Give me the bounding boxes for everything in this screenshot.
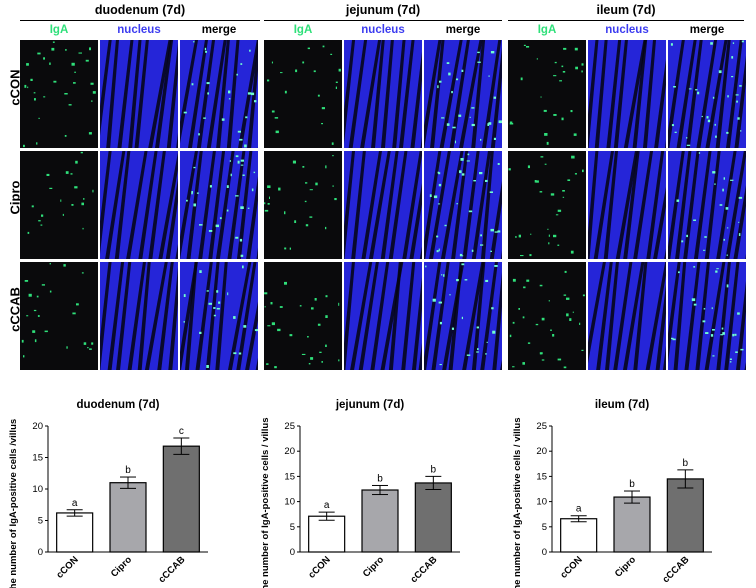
micrograph-jejunum-cccab-merge [424, 262, 502, 370]
micrograph-jejunum-ccon-merge [424, 40, 502, 148]
y-tick-label: 20 [536, 446, 547, 457]
segment-title-jejunum: jejunum (7d) [345, 3, 421, 17]
segment-rule-ileum [508, 20, 744, 21]
y-tick-label: 0 [542, 547, 547, 558]
micrograph-ileum-cccab-merge [668, 262, 746, 370]
micrograph-duodenum-cccab-merge [180, 262, 258, 370]
x-tick-label: cCCAB [409, 554, 440, 585]
y-tick-label: 5 [38, 516, 43, 527]
y-tick-label: 10 [284, 497, 295, 508]
x-tick-label: Cipro [613, 554, 638, 579]
channel-header-jejunum-merge: merge [445, 24, 481, 36]
bar-chart-ileum: ileum (7d) The number of IgA-positive cel… [512, 399, 712, 588]
significance-letter: b [377, 473, 383, 484]
channel-header-duodenum-iga: IgA [49, 24, 69, 36]
significance-letter: b [683, 458, 689, 469]
channel-header-duodenum-merge: merge [201, 24, 237, 36]
bar-cipro [361, 489, 399, 553]
micrograph-duodenum-cccab-iga [20, 262, 98, 370]
y-tick-label: 10 [536, 497, 547, 508]
micrograph-jejunum-ccon-nucleus [344, 40, 422, 148]
y-tick-label: 15 [536, 471, 547, 482]
segment-title-duodenum: duodenum (7d) [94, 3, 186, 17]
x-tick-label: cCON [558, 554, 585, 581]
significance-letter: b [629, 479, 635, 490]
significance-letter: a [576, 504, 582, 515]
bar-cipro [613, 496, 651, 553]
micrograph-ileum-cipro-merge [668, 151, 746, 259]
significance-letter: b [431, 464, 437, 475]
y-tick-label: 25 [284, 421, 295, 432]
micrograph-duodenum-cipro-iga [20, 151, 98, 259]
channel-header-jejunum-iga: IgA [293, 24, 313, 36]
micrograph-ileum-cipro-iga [508, 151, 586, 259]
micrograph-jejunum-cipro-iga [264, 151, 342, 259]
segment-rule-jejunum [264, 20, 502, 21]
micrograph-duodenum-cipro-nucleus [100, 151, 178, 259]
bar-chart-duodenum: duodenum (7d) The number of IgA-positive … [8, 399, 208, 588]
y-tick-label: 5 [290, 522, 295, 533]
x-tick-label: Cipro [109, 554, 134, 579]
micrograph-jejunum-cipro-merge [424, 151, 502, 259]
significance-letter: a [72, 498, 78, 509]
bar-chart-jejunum: jejunum (7d) The number of IgA-positive c… [260, 399, 460, 588]
y-axis-label: The number of IgA-positive cells / villu… [512, 418, 523, 588]
bar-cccab [666, 478, 704, 553]
y-tick-label: 5 [542, 522, 547, 533]
segment-title-ileum: ileum (7d) [596, 3, 656, 17]
significance-letter: c [179, 426, 184, 437]
micrograph-ileum-ccon-merge [668, 40, 746, 148]
y-tick-label: 0 [38, 547, 43, 558]
channel-header-ileum-merge: merge [689, 24, 725, 36]
micrograph-ileum-cipro-nucleus [588, 151, 666, 259]
y-tick-label: 10 [32, 484, 43, 495]
y-axis-label: The number of IgA-positive cells /villus [8, 419, 19, 588]
bar-ccon [56, 512, 94, 553]
x-tick-label: cCON [54, 554, 81, 581]
chart-title: jejunum (7d) [335, 399, 405, 411]
micrograph-ileum-ccon-iga [508, 40, 586, 148]
x-tick-label: cCCAB [661, 554, 692, 585]
y-axis-label: The number of IgA-positive cells / villu… [260, 418, 271, 588]
micrograph-ileum-cccab-iga [508, 262, 586, 370]
x-tick-label: Cipro [361, 554, 386, 579]
chart-title: ileum (7d) [595, 399, 649, 411]
channel-header-jejunum-nucleus: nucleus [361, 24, 405, 36]
micrograph-jejunum-cccab-iga [264, 262, 342, 370]
micrograph-duodenum-cccab-nucleus [100, 262, 178, 370]
y-tick-label: 25 [536, 421, 547, 432]
significance-letter: b [125, 465, 131, 476]
x-tick-label: cCCAB [157, 554, 188, 585]
segment-rule-duodenum [20, 20, 260, 21]
channel-header-ileum-nucleus: nucleus [605, 24, 649, 36]
y-tick-label: 15 [32, 453, 43, 464]
micrograph-jejunum-cccab-nucleus [344, 262, 422, 370]
bar-cccab [162, 445, 200, 553]
micrograph-duodenum-ccon-iga [20, 40, 98, 148]
y-tick-label: 20 [284, 446, 295, 457]
y-tick-label: 20 [32, 421, 43, 432]
chart-title: duodenum (7d) [76, 399, 159, 411]
micrograph-duodenum-ccon-merge [180, 40, 258, 148]
bar-ccon [308, 515, 346, 553]
y-tick-label: 0 [290, 547, 295, 558]
micrograph-ileum-cccab-nucleus [588, 262, 666, 370]
bar-cccab [414, 482, 452, 553]
bar-cipro [109, 482, 147, 553]
bar-ccon [560, 518, 598, 553]
micrograph-jejunum-cipro-nucleus [344, 151, 422, 259]
micrograph-ileum-ccon-nucleus [588, 40, 666, 148]
x-tick-label: cCON [306, 554, 333, 581]
y-tick-label: 15 [284, 471, 295, 482]
micrograph-jejunum-ccon-iga [264, 40, 342, 148]
significance-letter: a [324, 500, 330, 511]
micrograph-duodenum-ccon-nucleus [100, 40, 178, 148]
channel-header-ileum-iga: IgA [537, 24, 557, 36]
channel-header-duodenum-nucleus: nucleus [117, 24, 161, 36]
micrograph-duodenum-cipro-merge [180, 151, 258, 259]
